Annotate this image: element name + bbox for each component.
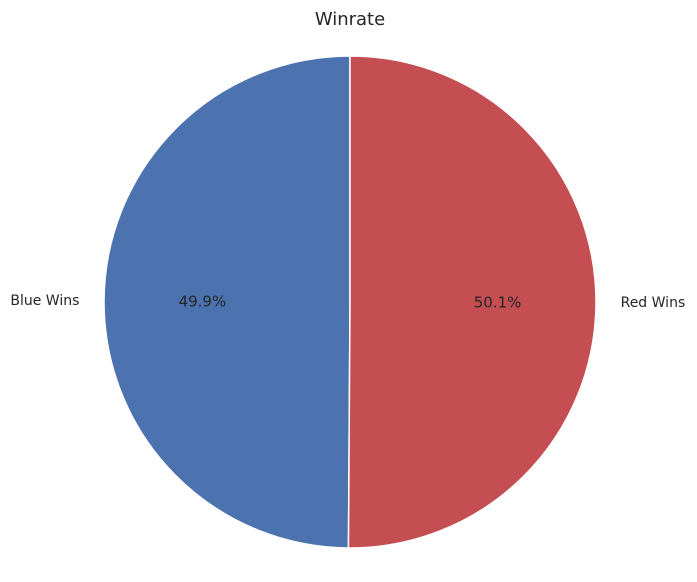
slice-percent-label: 50.1% [474,293,522,311]
chart-title: Winrate [315,9,385,30]
pie-slice-red-wins [347,55,597,549]
slice-percent-label: 49.9% [179,293,227,311]
pie-slices [103,55,597,549]
slice-label: Red Wins [621,295,686,311]
pie-labels: Blue Wins 49.9% Red Wins 50.1% [10,293,685,312]
slice-label: Blue Wins [10,293,79,309]
pie-slice-blue-wins [103,55,351,549]
